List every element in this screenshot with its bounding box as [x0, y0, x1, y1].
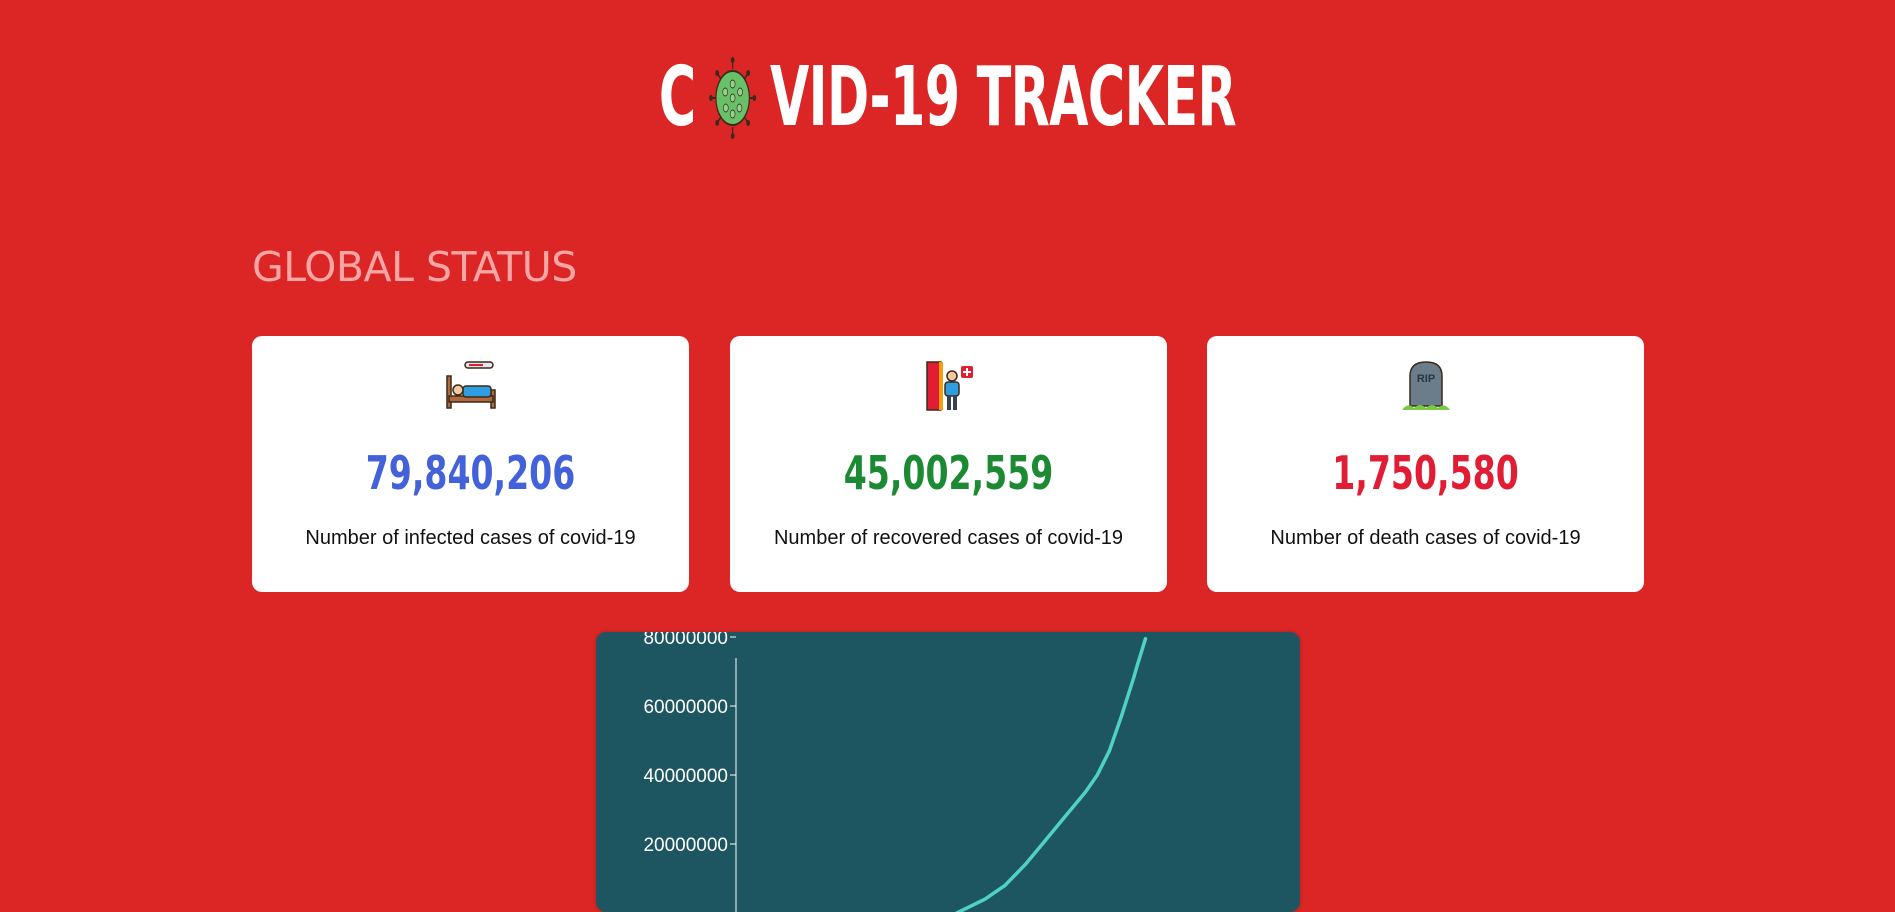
- svg-text:RIP: RIP: [1416, 373, 1434, 385]
- header: C: [0, 50, 1895, 145]
- title-suffix: VID-19 TRACKER: [770, 50, 1237, 145]
- y-tick-label: 40000000: [643, 766, 728, 787]
- infected-count: 79,840,206: [365, 446, 576, 500]
- recovered-count: 45,002,559: [843, 446, 1054, 500]
- cases-series-line: [955, 636, 1148, 912]
- virus-icon: [709, 56, 757, 139]
- recovered-person-icon: [925, 361, 973, 411]
- y-tick-label: 20000000: [643, 835, 728, 856]
- y-tick-label: 60000000: [643, 697, 728, 718]
- recovered-label: Number of recovered cases of covid-19: [773, 527, 1124, 549]
- sick-bed-icon: [445, 361, 496, 409]
- y-tick-label: 80000000: [643, 632, 728, 649]
- death-card: RIP 1,750,580 Number of death cases of c…: [1207, 336, 1644, 592]
- recovered-card: 45,002,559 Number of recovered cases of …: [730, 336, 1167, 592]
- global-status-title: GLOBAL STATUS: [252, 243, 577, 291]
- tombstone-icon: RIP: [1401, 361, 1450, 410]
- title-prefix: C: [658, 50, 696, 145]
- death-count: 1,750,580: [1332, 446, 1519, 500]
- infected-card: 79,840,206 Number of infected cases of c…: [252, 336, 689, 592]
- infected-label: Number of infected cases of covid-19: [305, 527, 636, 549]
- cases-chart: 20000000 40000000 60000000 80000000: [596, 632, 1300, 912]
- app-title: C: [658, 50, 1237, 145]
- death-label: Number of death cases of covid-19: [1270, 527, 1581, 549]
- cases-line-chart: 20000000 40000000 60000000 80000000: [643, 632, 1148, 912]
